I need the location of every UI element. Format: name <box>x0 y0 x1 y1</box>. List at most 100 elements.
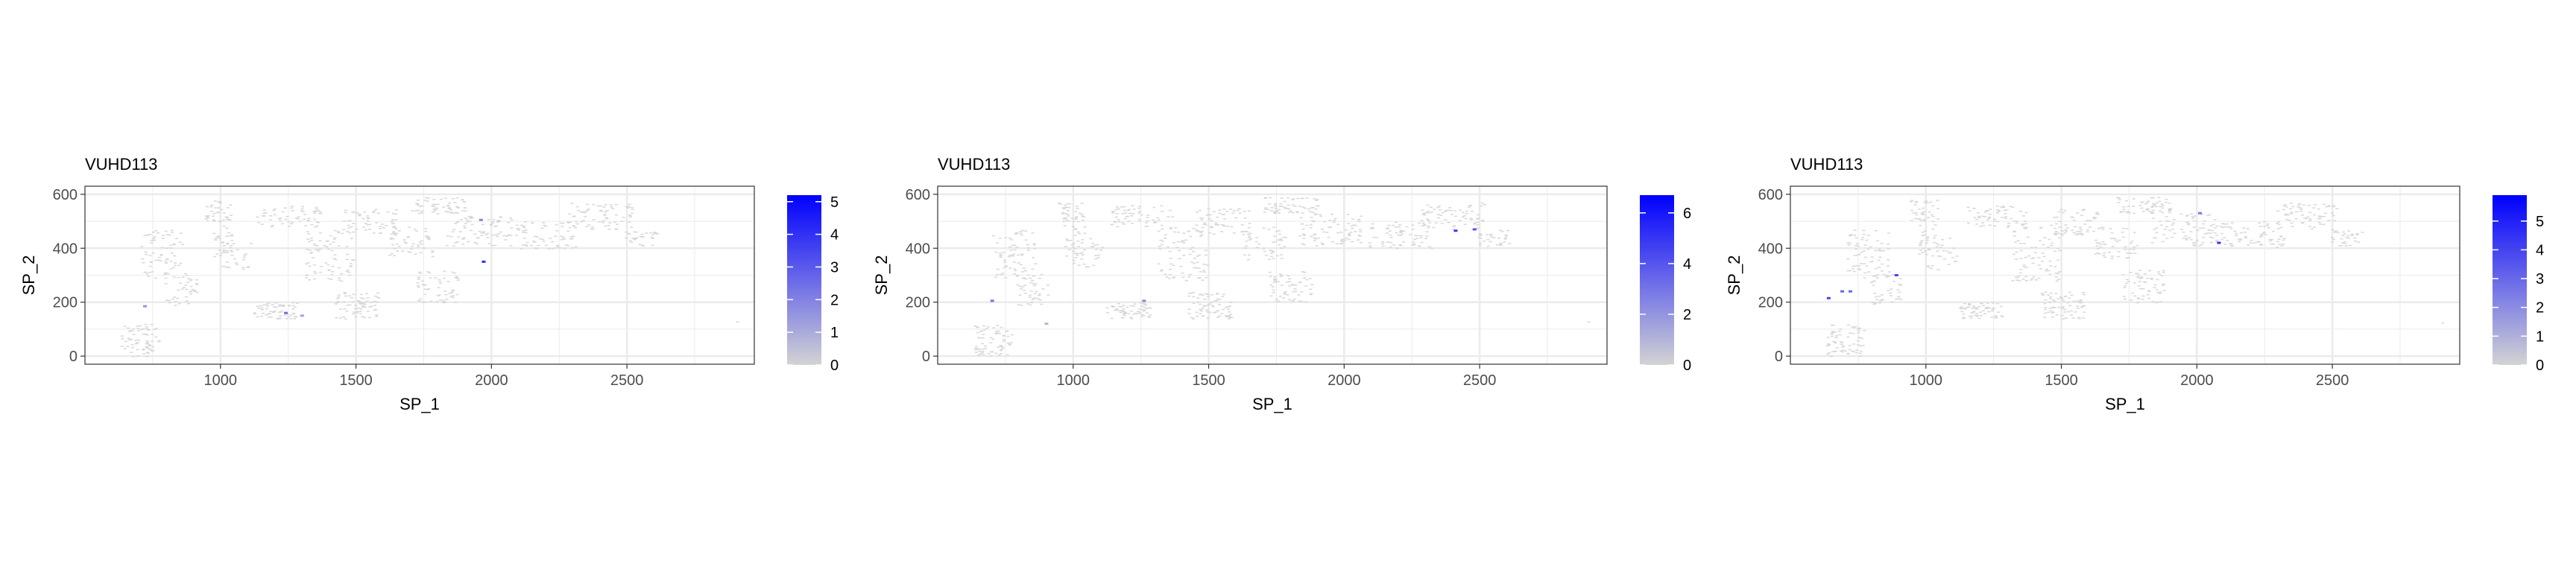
background-spot <box>438 279 441 281</box>
background-spot <box>2044 299 2048 301</box>
background-spot <box>1092 264 1096 267</box>
background-spot <box>414 210 418 212</box>
background-spot <box>2283 238 2287 240</box>
background-spot <box>1199 217 1203 219</box>
background-spot <box>999 344 1003 346</box>
background-spot <box>1503 241 1506 243</box>
background-spot <box>2300 222 2304 224</box>
background-spot <box>218 250 221 251</box>
background-spot <box>145 273 149 276</box>
background-spot <box>2048 273 2052 276</box>
background-spot <box>2284 204 2288 206</box>
background-spot <box>242 258 246 261</box>
background-spot <box>1187 308 1191 311</box>
background-spot <box>2185 221 2189 223</box>
background-spot <box>1158 245 1161 247</box>
background-spot <box>2275 223 2279 224</box>
background-spot <box>2007 223 2011 224</box>
background-spot <box>2125 228 2129 229</box>
background-spot <box>1427 220 1430 221</box>
background-spot <box>2118 239 2121 241</box>
background-spot <box>347 227 351 229</box>
background-spot <box>1477 227 1480 229</box>
background-spot <box>551 247 555 250</box>
background-spot <box>1122 311 1126 313</box>
background-spot <box>1915 214 1919 216</box>
background-spot <box>1346 214 1350 215</box>
background-spot <box>1286 294 1289 296</box>
background-spot <box>2308 220 2312 222</box>
background-spot <box>641 236 645 238</box>
background-spot <box>291 308 295 310</box>
background-spot <box>2159 210 2162 212</box>
background-spot <box>2322 223 2326 226</box>
background-spot <box>2160 203 2164 205</box>
background-spot <box>1975 315 1979 317</box>
background-spot <box>443 302 446 303</box>
background-spot <box>410 248 414 250</box>
background-spot <box>416 282 420 284</box>
background-spot <box>1873 293 1877 294</box>
background-spot <box>1332 221 1336 223</box>
background-spot <box>450 291 454 293</box>
background-spot <box>1192 296 1196 298</box>
background-spot <box>1354 231 1357 232</box>
background-spot <box>2192 220 2196 222</box>
background-spot <box>1852 343 1856 345</box>
background-spot <box>1966 306 1969 308</box>
background-spot <box>1249 238 1253 240</box>
background-spot <box>429 300 433 302</box>
background-spot <box>1149 314 1152 316</box>
background-spot <box>2041 252 2045 254</box>
background-spot <box>1061 213 1064 214</box>
background-spot <box>120 335 124 337</box>
background-spot <box>2004 213 2007 214</box>
background-spot <box>1896 289 1900 291</box>
background-spot <box>1294 290 1298 292</box>
background-spot <box>2015 220 2018 222</box>
background-spot <box>260 309 264 311</box>
background-spot <box>611 208 615 209</box>
background-spot <box>1012 253 1016 255</box>
background-spot <box>1164 273 1167 275</box>
background-spot <box>1880 243 1884 244</box>
y-tick-label: 0 <box>69 349 78 365</box>
background-spot <box>2115 241 2119 243</box>
background-spot <box>1182 232 1186 234</box>
background-spot <box>1204 250 1208 252</box>
background-spot <box>1018 231 1022 232</box>
background-spot <box>1945 250 1949 252</box>
background-spot <box>566 230 570 232</box>
background-spot <box>2027 236 2030 238</box>
background-spot <box>1023 290 1026 291</box>
background-spot <box>2324 212 2328 214</box>
background-spot <box>446 281 450 282</box>
background-spot <box>1210 220 1213 221</box>
background-spot <box>2124 246 2127 248</box>
background-spot <box>1181 272 1184 274</box>
background-spot <box>1875 274 1879 276</box>
legend-tick-label: 4 <box>830 227 839 244</box>
background-spot <box>1923 201 1927 203</box>
background-spot <box>256 216 259 218</box>
background-spot <box>542 222 546 223</box>
background-spot <box>2140 276 2144 278</box>
background-spot <box>1395 221 1398 223</box>
background-spot <box>1988 224 1992 226</box>
background-spot <box>2136 297 2140 299</box>
background-spot <box>443 197 447 199</box>
background-spot <box>453 202 457 203</box>
background-spot <box>1986 302 1989 304</box>
background-spot <box>1857 337 1861 339</box>
background-spot <box>1096 257 1100 258</box>
background-spot <box>1300 300 1304 302</box>
background-spot <box>1201 294 1205 296</box>
background-spot <box>1161 269 1164 271</box>
background-spot <box>1927 266 1931 268</box>
background-spot <box>1979 302 1983 305</box>
background-spot <box>2034 247 2038 248</box>
background-spot <box>2201 241 2205 244</box>
background-spot <box>164 230 168 232</box>
background-spot <box>1347 223 1351 224</box>
background-spot <box>1292 198 1295 200</box>
